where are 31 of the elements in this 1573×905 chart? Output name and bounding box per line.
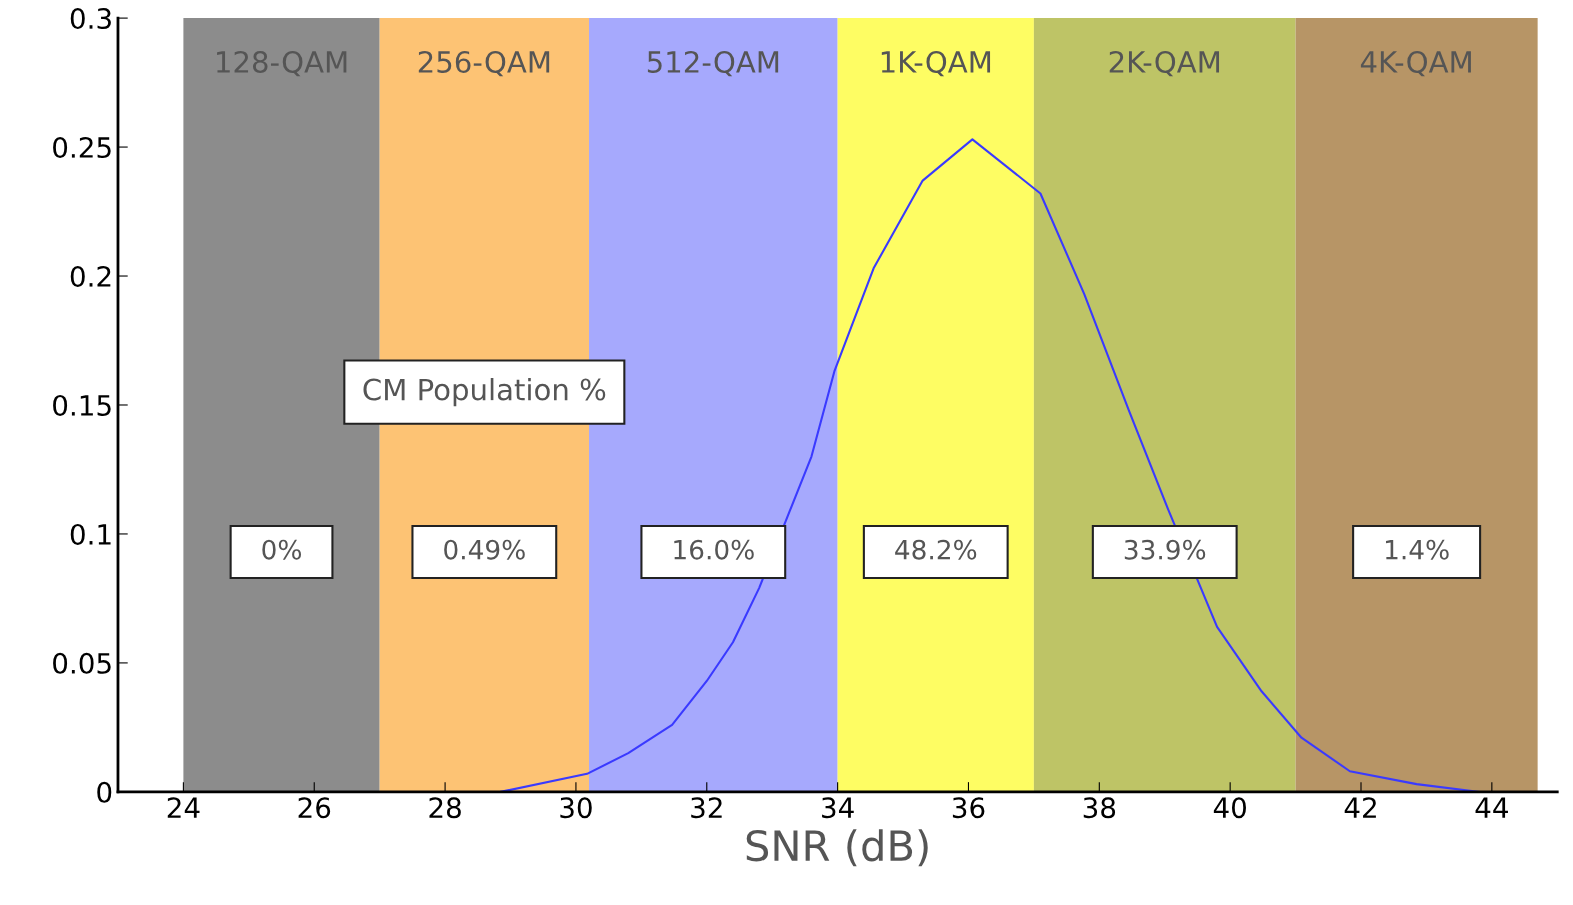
y-tick-label: 0.15 — [53, 394, 111, 416]
annotation: 0.49% — [444, 539, 525, 560]
x-tick-label: 38 — [1083, 797, 1116, 819]
band-label: 4K-QAM — [1360, 50, 1471, 77]
x-tick-label: 30 — [560, 797, 592, 819]
annotation: 16.0% — [674, 539, 754, 560]
y-tick-label: 0.05 — [53, 652, 111, 674]
x-tick-label: 24 — [167, 797, 200, 818]
band-label: 512-QAM — [647, 50, 779, 77]
x-tick-label: 40 — [1213, 797, 1246, 819]
x-axis-title: SNR (dB) — [746, 829, 928, 867]
band-label: 256-QAM — [418, 50, 550, 77]
x-tick-label: 34 — [822, 797, 854, 819]
band-label: 1K-QAM — [881, 50, 991, 77]
x-tick-label: 44 — [1475, 797, 1508, 818]
x-tick-label: 32 — [691, 797, 722, 819]
x-tick-label: 28 — [429, 797, 461, 819]
x-tick-label: 26 — [298, 797, 331, 819]
band-label: 2K-QAM — [1109, 50, 1220, 77]
x-tick-label: 42 — [1344, 797, 1376, 818]
y-tick-label: 0 — [97, 781, 112, 803]
y-tick-label: 0.3 — [70, 8, 111, 30]
y-tick-label: 0.1 — [70, 523, 111, 545]
y-tick-label: 0.2 — [70, 265, 111, 287]
annotation: 48.2% — [895, 539, 977, 560]
annotation: CM Population % — [363, 377, 606, 407]
annotation: 1.4% — [1385, 539, 1449, 560]
annotation: 33.9% — [1124, 539, 1206, 560]
y-tick-label: 0.25 — [53, 137, 111, 159]
annotation: 0% — [262, 539, 302, 560]
x-tick-label: 36 — [952, 797, 985, 819]
